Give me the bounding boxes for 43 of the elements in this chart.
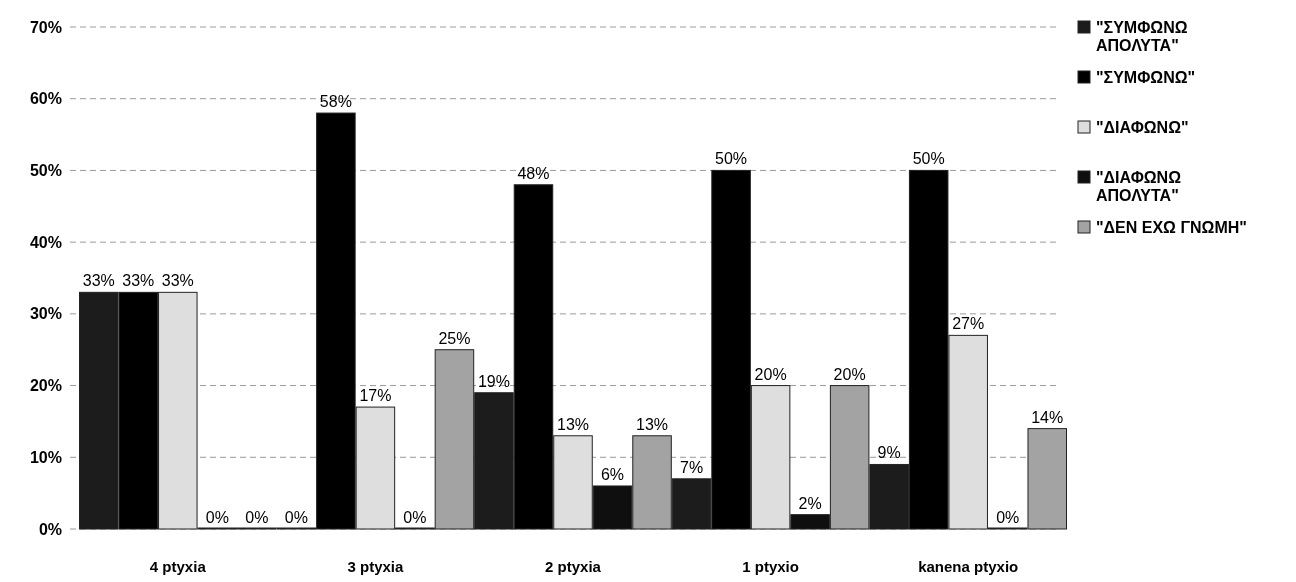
data-label: 33% xyxy=(82,272,115,290)
data-label: 13% xyxy=(556,415,590,433)
data-label: 9% xyxy=(877,444,901,462)
data-label: 20% xyxy=(833,365,866,383)
legend-label: "ΔΙΑΦΩΝΩ" xyxy=(1096,119,1189,136)
data-label: 6% xyxy=(600,465,625,483)
data-label: 0% xyxy=(245,509,269,526)
y-tick-label: 60% xyxy=(29,90,62,108)
x-tick-label: 2 ptyxia xyxy=(545,557,602,575)
data-label: 27% xyxy=(952,315,985,333)
legend-label: "ΔΙΑΦΩΝΩ ΑΠΟΛΥΤΑ" xyxy=(1096,169,1182,204)
data-label: 2% xyxy=(798,494,822,512)
data-label: 13% xyxy=(636,415,669,433)
y-tick-label: 70% xyxy=(29,18,62,36)
data-label: 50% xyxy=(912,150,945,168)
data-label: 17% xyxy=(359,387,392,405)
data-label: 58% xyxy=(319,93,352,111)
data-label: 0% xyxy=(284,509,308,526)
y-tick-label: 0% xyxy=(38,520,62,538)
x-tick-label: 4 ptyxia xyxy=(149,557,207,575)
y-tick-label: 40% xyxy=(29,233,62,251)
data-label: 0% xyxy=(403,509,427,526)
legend-label: "ΣΥΜΦΩΝΩ" xyxy=(1096,69,1196,86)
legend-label: "ΣΥΜΦΩΝΩ ΑΠΟΛΥΤΑ" xyxy=(1096,19,1188,54)
x-tick-label: kanena ptyxio xyxy=(918,557,1019,575)
data-label: 19% xyxy=(477,372,510,390)
x-tick-label: 3 ptyxia xyxy=(347,557,404,575)
data-label: 48% xyxy=(517,164,550,182)
data-label: 25% xyxy=(438,329,471,347)
data-label: 7% xyxy=(680,458,704,476)
y-tick-label: 20% xyxy=(29,377,62,395)
y-tick-label: 30% xyxy=(29,305,62,323)
data-label: 33% xyxy=(161,272,194,290)
x-tick-label: 1 ptyxio xyxy=(742,557,799,575)
data-label: 20% xyxy=(754,365,787,383)
data-label: 0% xyxy=(205,509,229,526)
data-label: 50% xyxy=(715,150,748,168)
data-label: 33% xyxy=(122,272,155,290)
y-tick-label: 50% xyxy=(29,162,62,180)
y-tick-label: 10% xyxy=(29,448,62,466)
legend-label: "ΔΕΝ ΕΧΩ ΓΝΩΜΗ" xyxy=(1096,219,1247,236)
data-label: 0% xyxy=(996,509,1020,526)
data-label: 14% xyxy=(1031,408,1064,426)
